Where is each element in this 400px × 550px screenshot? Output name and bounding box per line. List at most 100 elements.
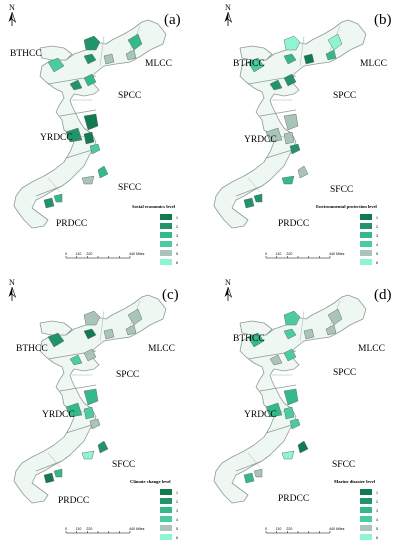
north-arrow-label: N <box>9 278 15 287</box>
legend-level-label: 2 <box>376 225 378 229</box>
label-sfcc: SFCC <box>332 460 355 470</box>
city-regions <box>243 33 343 209</box>
city-region-13 <box>97 165 109 179</box>
city-region-15 <box>43 472 55 484</box>
scale-bar-label: 110 <box>76 252 82 256</box>
label-bthcc: BTHCC <box>16 344 48 354</box>
legend-level-label: 1 <box>176 216 178 220</box>
city-region-8 <box>69 354 83 366</box>
city-region-5 <box>83 328 97 340</box>
city-region-1 <box>283 310 301 326</box>
city-region-11 <box>283 131 295 145</box>
label-prdcc: PRDCC <box>58 496 89 506</box>
north-arrow: N <box>8 3 16 27</box>
city-region-7 <box>83 348 97 362</box>
label-spcc: SPCC <box>118 91 141 101</box>
legend-title: Social economics level <box>132 204 176 209</box>
city-region-5 <box>83 53 97 65</box>
label-spcc: SPCC <box>333 91 356 101</box>
city-region-11 <box>83 131 95 145</box>
legend-level-label: 6 <box>376 261 378 265</box>
legend-swatch <box>360 214 372 220</box>
scale-bar-label: 220 <box>286 252 292 256</box>
city-region-12 <box>89 143 101 155</box>
label-yrdcc: YRDCC <box>244 410 277 420</box>
city-region-13 <box>97 440 109 454</box>
legend-swatch <box>160 525 172 531</box>
legend-level-label: 3 <box>176 509 178 513</box>
city-region-11 <box>283 406 295 420</box>
city-region-10 <box>65 402 83 418</box>
city-region-2 <box>127 33 143 51</box>
legend-swatch <box>160 489 172 495</box>
legend-level-label: 1 <box>176 491 178 495</box>
label-spcc: SPCC <box>116 370 139 380</box>
city-region-1 <box>83 35 101 51</box>
map-panel-a: N (a) BTHCC MLCC SPCC YRDCC SFCC PRDCC S… <box>8 3 181 265</box>
legend-level-label: 6 <box>176 536 178 540</box>
label-sfcc: SFCC <box>118 183 141 193</box>
label-yrdcc: YRDCC <box>42 410 75 420</box>
legend-swatch <box>360 498 372 504</box>
legend-swatch <box>160 223 172 229</box>
legend-level-label: 3 <box>376 234 378 238</box>
city-region-8 <box>269 79 283 91</box>
legend-swatch <box>360 516 372 522</box>
city-region-14 <box>281 175 295 185</box>
north-arrow-label: N <box>225 3 231 12</box>
legend-title: Marine disaster level <box>334 479 376 484</box>
label-prdcc: PRDCC <box>278 219 309 229</box>
city-region-1 <box>283 35 301 51</box>
city-regions <box>243 308 343 484</box>
legend-level-label: 6 <box>176 261 178 265</box>
city-region-16 <box>53 468 63 478</box>
panel-letter: (d) <box>374 287 392 303</box>
legend-swatch <box>360 259 372 265</box>
panel-letter: (a) <box>164 12 181 28</box>
legend-level-label: 5 <box>176 252 178 256</box>
scale-bar: 0 110 220 440 Miles <box>265 252 345 259</box>
legend-swatch <box>160 259 172 265</box>
scale-bar-label: 440 Miles <box>129 527 145 531</box>
city-region-12 <box>289 418 301 430</box>
city-region-13 <box>297 440 309 454</box>
city-region-2 <box>327 33 343 51</box>
city-region-15 <box>243 472 255 484</box>
label-bthcc: BTHCC <box>233 334 265 344</box>
legend-level-label: 2 <box>376 500 378 504</box>
city-region-4 <box>47 332 65 348</box>
city-region-16 <box>53 193 63 203</box>
label-yrdcc: YRDCC <box>40 133 73 143</box>
north-arrow-icon <box>8 11 16 27</box>
legend-swatch <box>160 507 172 513</box>
city-region-6 <box>303 328 315 340</box>
city-region-2 <box>127 308 143 326</box>
panel-letter: (c) <box>162 287 179 303</box>
legend-level-label: 4 <box>376 243 378 247</box>
city-region-3 <box>125 49 137 61</box>
label-prdcc: PRDCC <box>56 219 87 229</box>
legend-swatch <box>160 498 172 504</box>
city-region-14 <box>81 175 95 185</box>
north-arrow-label: N <box>9 3 15 12</box>
legend-level-label: 5 <box>176 527 178 531</box>
legend-level-label: 2 <box>176 500 178 504</box>
city-region-6 <box>103 328 115 340</box>
scale-bar-label: 0 <box>65 527 67 531</box>
scale-bar: 0 110 220 440 Miles <box>265 527 345 534</box>
scale-bar-label: 440 Miles <box>329 527 345 531</box>
panel-letter: (b) <box>374 12 392 28</box>
north-arrow: N <box>224 278 232 302</box>
city-region-9 <box>83 388 99 406</box>
city-region-7 <box>83 73 97 87</box>
city-region-12 <box>289 143 301 155</box>
city-region-3 <box>125 324 137 336</box>
legend-swatch <box>360 223 372 229</box>
scale-bar-label: 0 <box>265 252 267 256</box>
scale-bar: 0 110 220 440 Miles <box>65 527 145 534</box>
legend-title: Climate change level <box>130 479 171 484</box>
legend-level-label: 1 <box>376 491 378 495</box>
legend-level-label: 6 <box>376 536 378 540</box>
scale-bar-label: 0 <box>265 527 267 531</box>
city-region-2 <box>327 308 343 326</box>
